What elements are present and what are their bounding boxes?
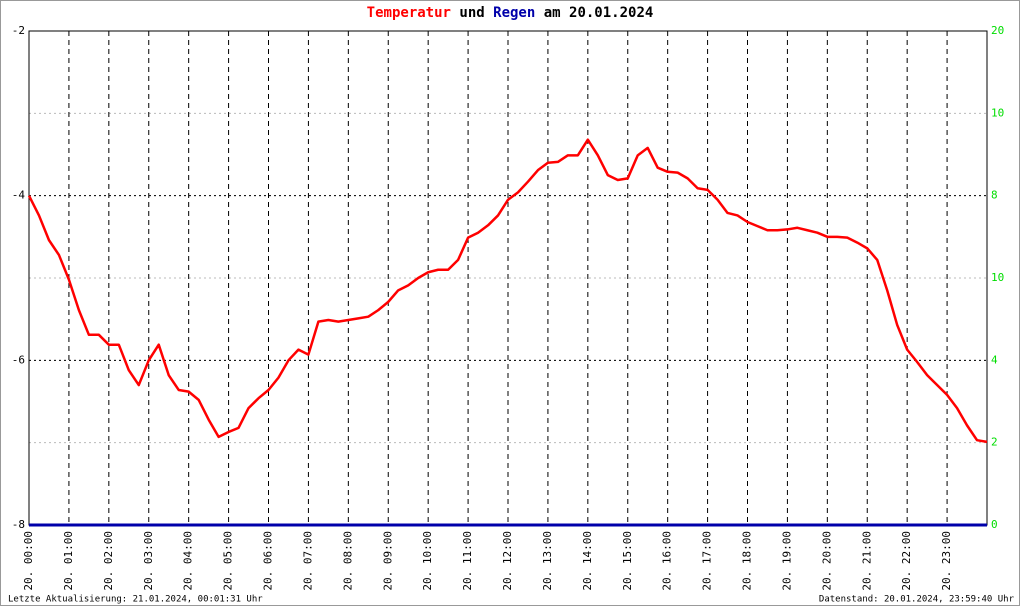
x-tick-label: 20. 20:00 (820, 531, 833, 591)
y2-tick-label: 4 (991, 353, 998, 366)
y-tick-label: -8 (12, 518, 25, 531)
x-tick-label: 20. 16:00 (661, 531, 674, 591)
x-tick-label: 20. 01:00 (62, 531, 75, 591)
x-tick-label: 20. 03:00 (142, 531, 155, 591)
x-tick-label: 20. 10:00 (421, 531, 434, 591)
footer-right: Datenstand: 20.01.2024, 23:59:40 Uhr (819, 595, 1015, 605)
x-tick-label: 20. 02:00 (102, 531, 115, 591)
x-tick-label: 20. 04:00 (182, 531, 195, 591)
x-tick-label: 20. 05:00 (222, 531, 235, 591)
x-tick-label: 20. 12:00 (501, 531, 514, 591)
x-tick-label: 20. 08:00 (341, 531, 354, 591)
y2-tick-label: 8 (991, 189, 998, 202)
x-tick-label: 20. 09:00 (381, 531, 394, 591)
footer-left: Letzte Aktualisierung: 21.01.2024, 00:01… (8, 595, 263, 605)
y-tick-label: -6 (12, 353, 25, 366)
series-line (27, 138, 988, 444)
y-tick-label: -4 (12, 189, 26, 202)
x-tick-label: 20. 00:00 (22, 531, 35, 591)
y-tick-label: -2 (12, 24, 25, 37)
x-tick-label: 20. 13:00 (541, 531, 554, 591)
chart-title: Temperatur und Regen am 20.01.2024 (367, 5, 654, 21)
x-tick-label: 20. 18:00 (741, 531, 754, 591)
x-tick-label: 20. 06:00 (262, 531, 275, 591)
y2-tick-label: 0 (991, 518, 998, 531)
y2-tick-label: 2 (991, 436, 998, 449)
title-rain: Regen (493, 5, 535, 21)
y2-tick-label: 20 (991, 24, 1004, 37)
y2-tick-label: 10 (991, 271, 1004, 284)
x-tick-label: 20. 15:00 (621, 531, 634, 591)
x-tick-label: 20. 19:00 (780, 531, 793, 591)
title-connector: und (459, 5, 484, 21)
x-tick-label: 20. 07:00 (301, 531, 314, 591)
title-date: am 20.01.2024 (544, 5, 654, 21)
x-tick-label: 20. 23:00 (940, 531, 953, 591)
title-temp: Temperatur (367, 5, 451, 21)
x-tick-label: 20. 21:00 (860, 531, 873, 591)
x-tick-label: 20. 11:00 (461, 531, 474, 591)
x-tick-label: 20. 17:00 (701, 531, 714, 591)
y2-tick-label: 10 (991, 106, 1004, 119)
x-tick-label: 20. 14:00 (581, 531, 594, 591)
x-tick-label: 20. 22:00 (900, 531, 913, 591)
